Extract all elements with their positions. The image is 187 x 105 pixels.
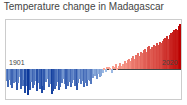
svg-text:1901: 1901 xyxy=(9,59,25,66)
svg-text:2020: 2020 xyxy=(162,59,178,66)
svg-text:Temperature change in Madagasc: Temperature change in Madagascar xyxy=(4,1,165,12)
